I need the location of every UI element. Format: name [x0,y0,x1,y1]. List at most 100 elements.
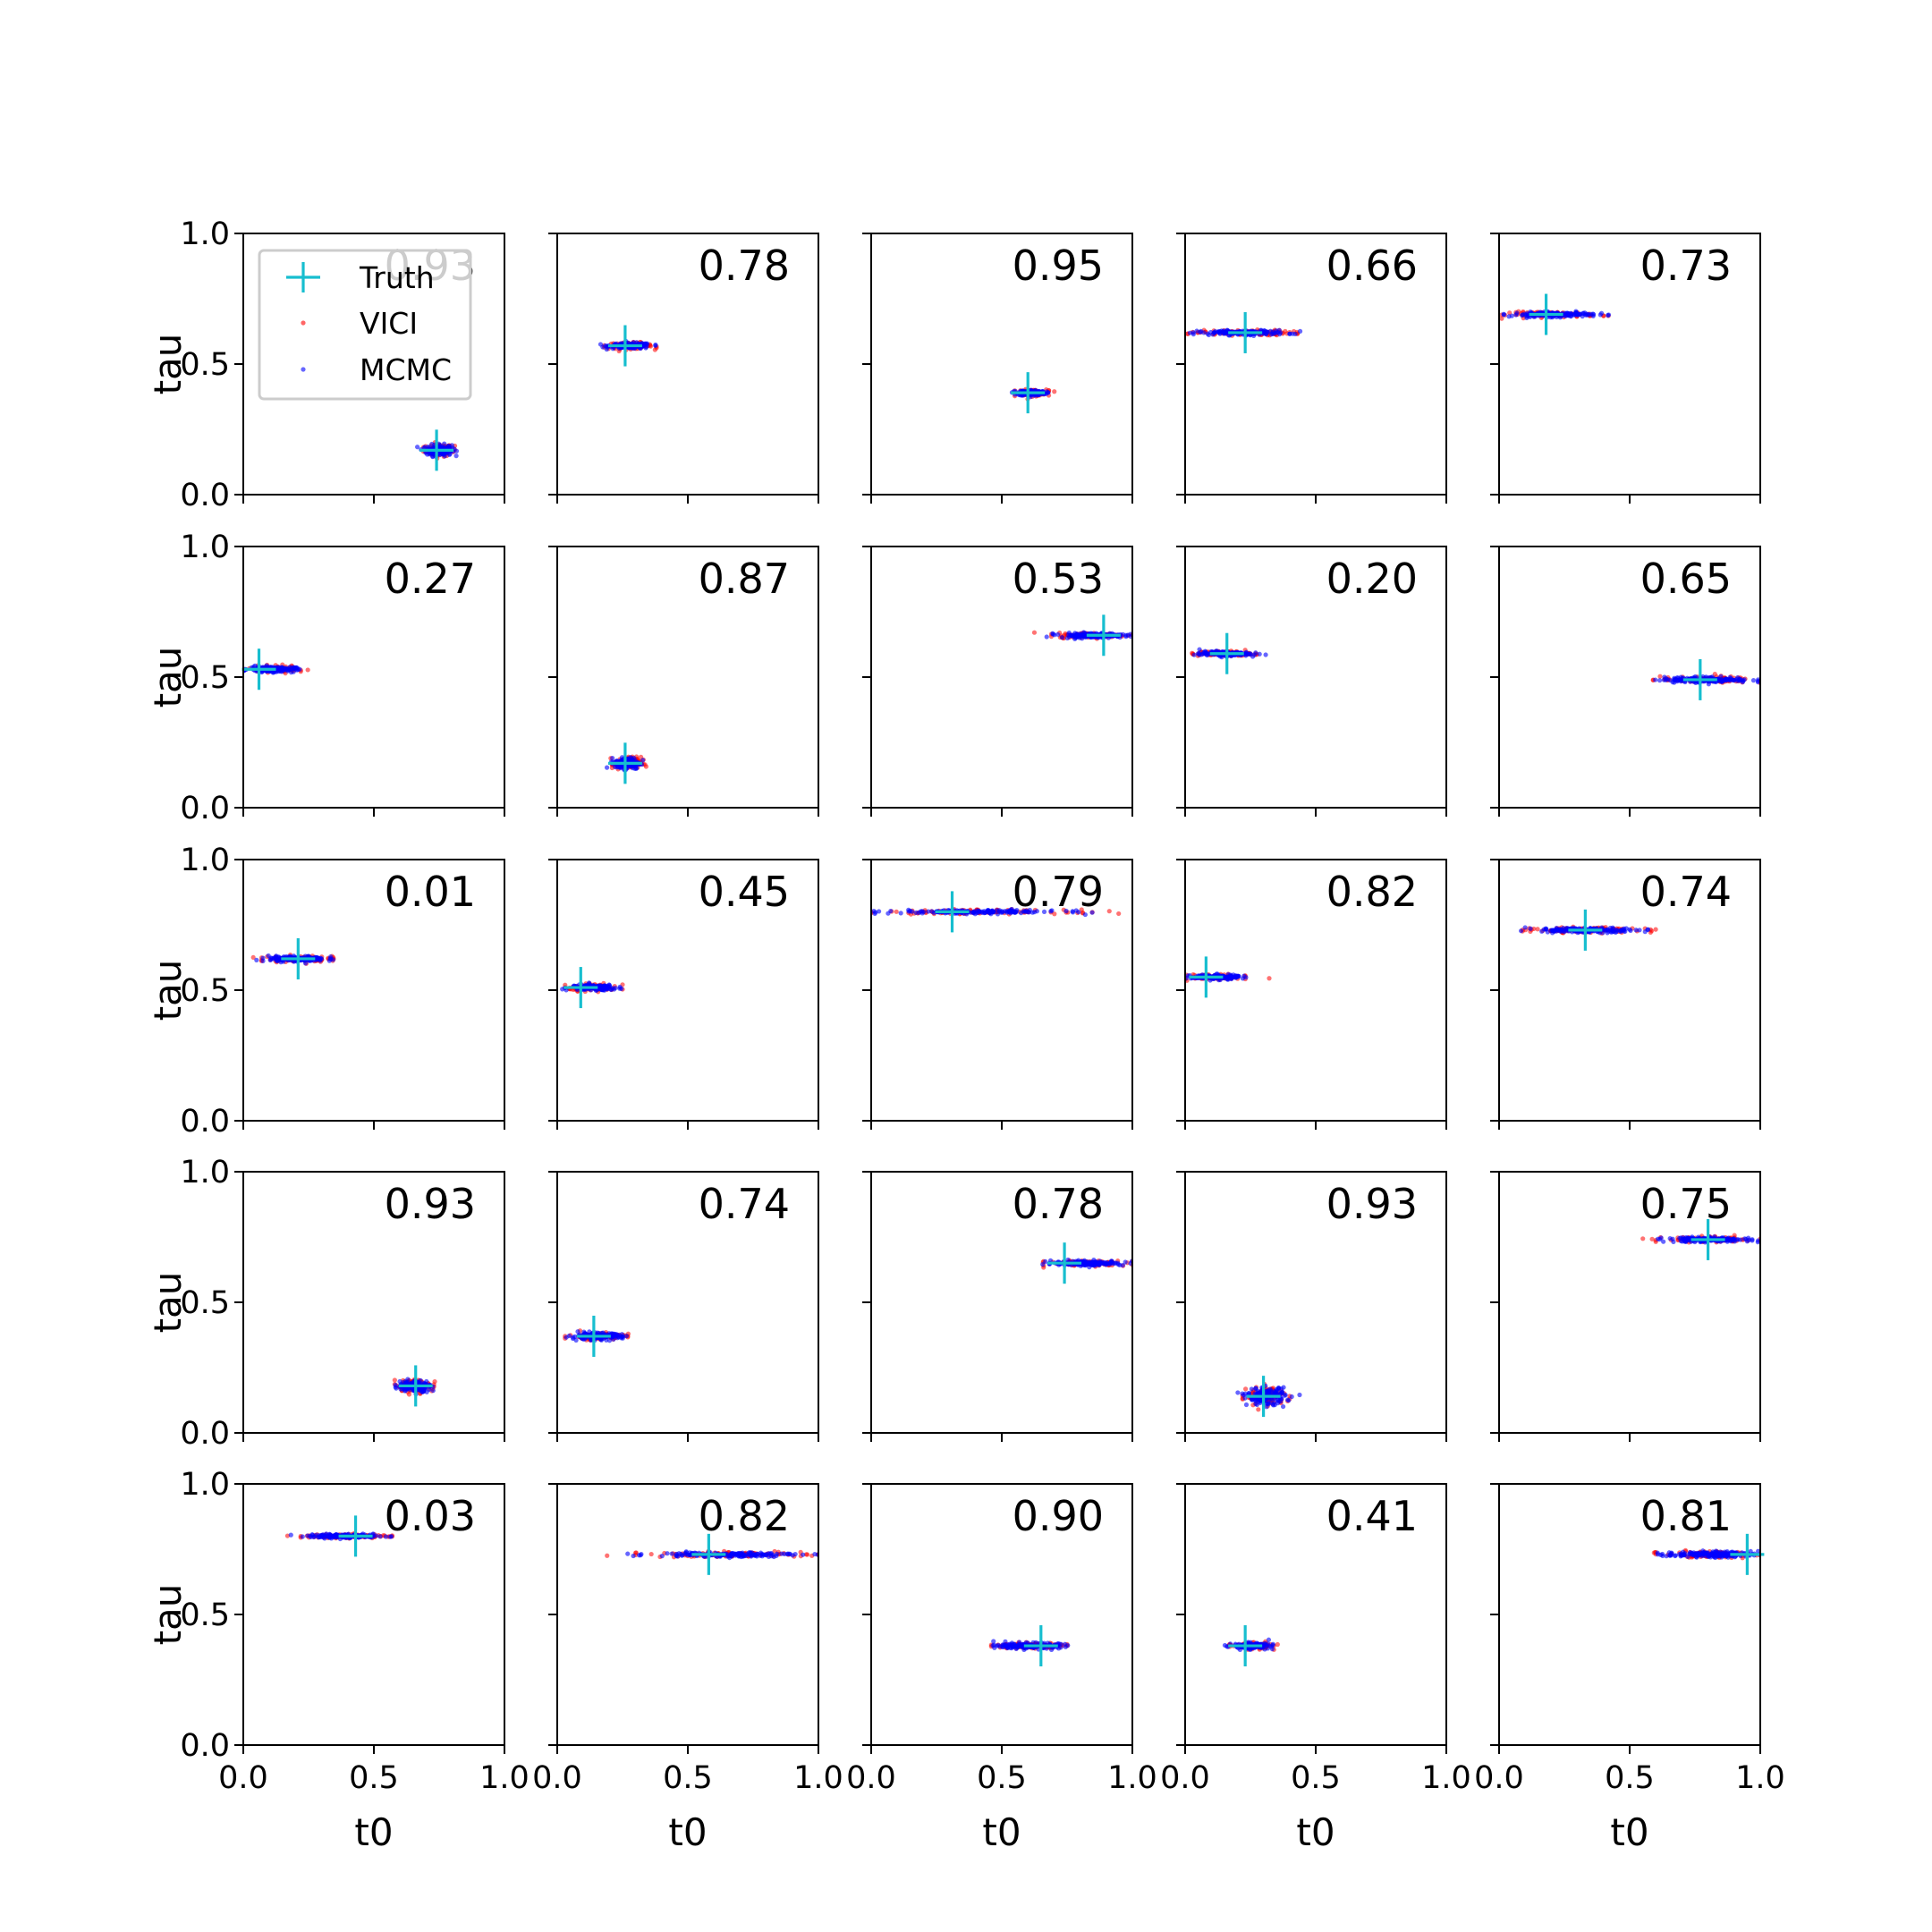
mcmc-sample [1519,928,1524,934]
panel-3-3: 0.93 [1176,1171,1447,1442]
mcmc-sample [1253,1385,1258,1391]
truth-marker [576,1315,611,1357]
mcmc-sample [970,910,976,915]
vici-sample [432,1378,437,1385]
mcmc-sample [976,910,981,915]
mcmc-sample [1078,1263,1083,1268]
panel-1-3: 0.20 [1176,546,1447,817]
panel-value-label: 0.79 [1013,868,1104,916]
panel-value-label: 0.45 [699,868,790,916]
mcmc-sample [618,765,623,770]
truth-marker [935,891,970,933]
y-axis-label: tau [146,647,190,708]
mcmc-sample [1750,678,1757,683]
mcmc-sample [1622,928,1627,934]
mcmc-sample [1249,1386,1254,1392]
mcmc-sample [566,1333,572,1339]
y-tick-label: 0.5 [180,973,230,1009]
mcmc-sample [275,954,281,960]
mcmc-sample [1041,909,1047,915]
truth-marker [1682,658,1717,700]
mcmc-sample [1250,654,1256,659]
legend-mcmc-marker [301,367,306,372]
mcmc-sample [397,1378,402,1385]
mcmc-sample [597,342,604,347]
mcmc-sample [634,340,640,345]
mcmc-sample [415,445,420,450]
mcmc-sample [610,346,615,352]
mcmc-sample [1180,976,1184,980]
panel-value-label: 0.01 [385,868,476,916]
truth-marker [1529,293,1563,335]
panel-2-1: 0.45 [548,859,819,1130]
panel-value-label: 0.93 [385,1180,476,1228]
panel-1-1: 0.87 [548,546,819,817]
y-tick-label: 1.0 [180,1155,230,1191]
mcmc-sample [1134,634,1139,639]
legend-box [258,249,472,401]
mcmc-sample [1520,312,1526,318]
mcmc-sample [254,957,259,962]
mcmc-sample [266,953,271,959]
mcmc-sample [1243,1402,1250,1408]
truth-marker [281,937,316,979]
mcmc-sample [1174,330,1179,335]
mcmc-sample [292,665,298,670]
mcmc-sample [1605,927,1610,932]
panel-value-label: 0.74 [699,1180,790,1228]
mcmc-sample [906,909,911,914]
mcmc-sample [606,1338,613,1343]
mcmc-sample [1280,1389,1285,1394]
mcmc-sample [1287,331,1292,336]
mcmc-sample [1034,909,1039,914]
vici-sample [1052,911,1057,917]
mcmc-sample [1557,315,1563,320]
vici-sample [1052,389,1057,394]
mcmc-sample [1231,972,1236,978]
mcmc-sample [979,909,985,914]
mcmc-sample [394,1385,399,1391]
vici-sample [1657,674,1663,679]
mcmc-sample [1077,631,1083,637]
panel-value-label: 0.82 [1326,868,1418,916]
y-tick-label: 1.0 [180,216,230,252]
mcmc-sample [1670,680,1675,685]
mcmc-sample [612,1331,618,1337]
mcmc-sample [1675,677,1681,683]
panel-2-3: 0.82 [1176,859,1447,1130]
mcmc-sample [877,909,882,914]
sample-points [1519,924,1658,936]
panel-value-label: 0.27 [385,555,476,603]
mcmc-sample [1235,1390,1241,1395]
mcmc-sample [1216,329,1221,335]
mcmc-sample [1191,332,1196,337]
mcmc-sample [1243,651,1249,657]
mcmc-sample [640,758,646,763]
mcmc-sample [1627,927,1632,932]
panel-value-label: 0.65 [1640,555,1732,603]
panel-3-1: 0.74 [548,1171,819,1442]
mcmc-sample [1657,678,1663,683]
mcmc-sample [926,909,931,914]
mcmc-sample [1073,908,1079,913]
panel-value-label: 0.78 [1013,1180,1104,1228]
mcmc-sample [1089,910,1095,915]
mcmc-sample [317,956,322,962]
mcmc-sample [606,982,612,988]
mcmc-sample [1050,631,1055,636]
vici-sample [1535,927,1540,932]
mcmc-sample [1253,650,1258,656]
mcmc-sample [1545,929,1550,935]
mcmc-sample [1026,910,1032,915]
truth-marker [242,648,276,691]
vici-sample [1031,630,1038,635]
legend-truth-marker [286,262,320,292]
mcmc-sample [1257,1390,1263,1395]
truth-marker [607,742,642,784]
vici-sample [305,667,310,673]
mcmc-sample [994,908,999,913]
vici-sample [1106,909,1112,914]
mcmc-sample [403,1388,409,1394]
